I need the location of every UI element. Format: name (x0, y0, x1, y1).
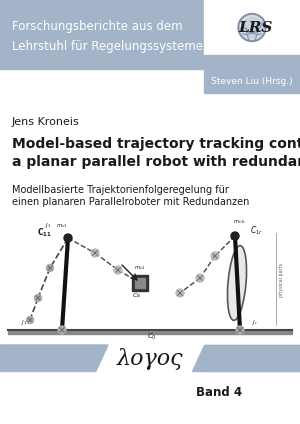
Text: $C_B$: $C_B$ (133, 291, 142, 300)
Text: einen planaren Parallelroboter mit Redundanzen: einen planaren Parallelroboter mit Redun… (12, 197, 249, 207)
Bar (135, 278, 145, 288)
Circle shape (46, 265, 53, 271)
Circle shape (26, 316, 34, 324)
Bar (0, 345, 300, 371)
Bar (132, 275, 148, 291)
Text: Forschungsberichte aus dem: Forschungsberichte aus dem (12, 20, 183, 33)
Text: $C_{1r}$: $C_{1r}$ (250, 225, 263, 237)
Circle shape (114, 266, 122, 274)
Text: $J_r$: $J_r$ (252, 318, 258, 327)
Text: $m_{c2}$: $m_{c2}$ (134, 264, 146, 272)
Text: $J_1$: $J_1$ (45, 221, 51, 230)
Text: $m_{c1r}$: $m_{c1r}$ (233, 218, 247, 226)
Circle shape (58, 326, 66, 334)
Text: $C_0$: $C_0$ (147, 332, 157, 342)
Polygon shape (192, 345, 300, 371)
Text: Modellbasierte Trajektorienfolgeregelung für: Modellbasierte Trajektorienfolgeregelung… (12, 185, 229, 195)
Circle shape (34, 295, 41, 301)
Circle shape (91, 249, 99, 257)
Circle shape (236, 326, 244, 334)
Circle shape (136, 279, 144, 287)
Bar (204, 55, 300, 93)
Circle shape (231, 232, 239, 240)
Text: $J_1$: $J_1$ (21, 318, 27, 327)
Text: Model-based trajectory tracking control of
a planar parallel robot with redundan: Model-based trajectory tracking control … (12, 137, 300, 169)
Text: LRS: LRS (239, 22, 273, 36)
Bar (0, 0, 300, 69)
Bar (8, 330, 292, 334)
Circle shape (64, 234, 72, 242)
Text: Lehrstuhl für Regelungssysteme: Lehrstuhl für Regelungssysteme (12, 40, 203, 53)
Circle shape (196, 274, 204, 282)
Text: physical parts: physical parts (280, 263, 284, 297)
Text: Band 4: Band 4 (196, 387, 242, 399)
Circle shape (211, 252, 219, 260)
Text: Jens Kroneis: Jens Kroneis (12, 117, 80, 127)
Polygon shape (0, 345, 108, 371)
Circle shape (176, 289, 184, 297)
Text: Steven Liu (Hrsg.): Steven Liu (Hrsg.) (211, 76, 293, 86)
Bar (204, 0, 300, 55)
Circle shape (240, 16, 264, 39)
Text: $m_{c1}$: $m_{c1}$ (56, 222, 68, 230)
Circle shape (238, 14, 266, 42)
Text: λογος: λογος (117, 348, 183, 370)
Bar (96, 343, 204, 373)
Text: $\mathbf{C_{11}}$: $\mathbf{C_{11}}$ (37, 227, 52, 239)
Ellipse shape (227, 245, 247, 321)
